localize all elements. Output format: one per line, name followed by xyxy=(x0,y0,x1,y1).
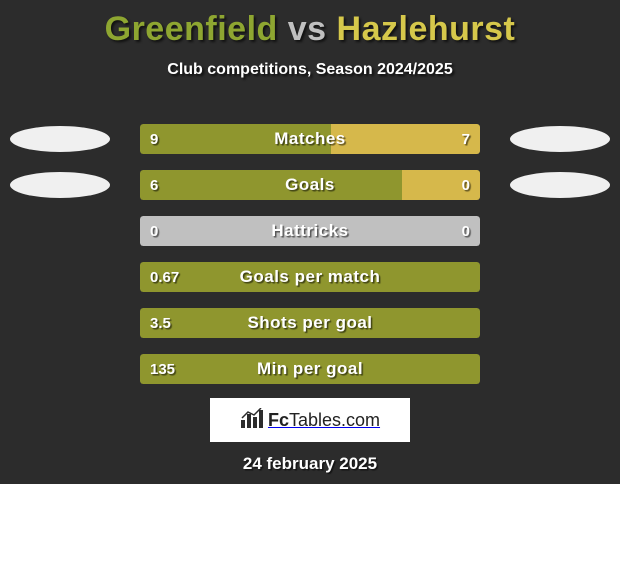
stat-row: Min per goal135 xyxy=(140,354,480,384)
stat-value-right: 0 xyxy=(462,170,470,200)
dark-panel: Greenfield vs Hazlehurst Club competitio… xyxy=(0,0,620,484)
stat-label: Goals per match xyxy=(140,262,480,292)
stat-row: Shots per goal3.5 xyxy=(140,308,480,338)
brand-text: FcTables.com xyxy=(268,410,380,431)
stat-row: Goals per match0.67 xyxy=(140,262,480,292)
stat-value-left: 0.67 xyxy=(150,262,179,292)
stat-value-right: 7 xyxy=(462,124,470,154)
brand-link[interactable]: FcTables.com xyxy=(210,398,410,442)
chart-icon xyxy=(240,408,264,433)
stat-value-left: 9 xyxy=(150,124,158,154)
stat-row: Hattricks0 0 xyxy=(140,216,480,246)
stat-label: Min per goal xyxy=(140,354,480,384)
stat-value-left: 0 xyxy=(150,216,158,246)
player2-name: Hazlehurst xyxy=(337,10,516,48)
stat-row: Matches9 7 xyxy=(140,124,480,154)
brand-bold: Fc xyxy=(268,410,289,430)
stat-value-left: 135 xyxy=(150,354,175,384)
vs-text: vs xyxy=(288,10,327,48)
player1-logo-oval xyxy=(10,172,110,198)
stat-label: Shots per goal xyxy=(140,308,480,338)
page: Greenfield vs Hazlehurst Club competitio… xyxy=(0,0,620,580)
player2-logo-oval xyxy=(510,126,610,152)
stat-label: Goals xyxy=(140,170,480,200)
footer-date: 24 february 2025 xyxy=(0,454,620,474)
stat-label: Hattricks xyxy=(140,216,480,246)
stat-row: Goals6 0 xyxy=(140,170,480,200)
player2-logo-oval xyxy=(510,172,610,198)
subtitle: Club competitions, Season 2024/2025 xyxy=(0,49,620,79)
stat-rows: Matches97Goals60Hattricks00Goals per mat… xyxy=(0,124,620,400)
stat-value-left: 6 xyxy=(150,170,158,200)
stat-value-right: 0 xyxy=(462,216,470,246)
player1-name: Greenfield xyxy=(105,10,278,48)
title: Greenfield vs Hazlehurst xyxy=(0,0,620,49)
brand-rest: Tables.com xyxy=(289,410,380,430)
player1-logo-oval xyxy=(10,126,110,152)
stat-value-left: 3.5 xyxy=(150,308,171,338)
stat-label: Matches xyxy=(140,124,480,154)
